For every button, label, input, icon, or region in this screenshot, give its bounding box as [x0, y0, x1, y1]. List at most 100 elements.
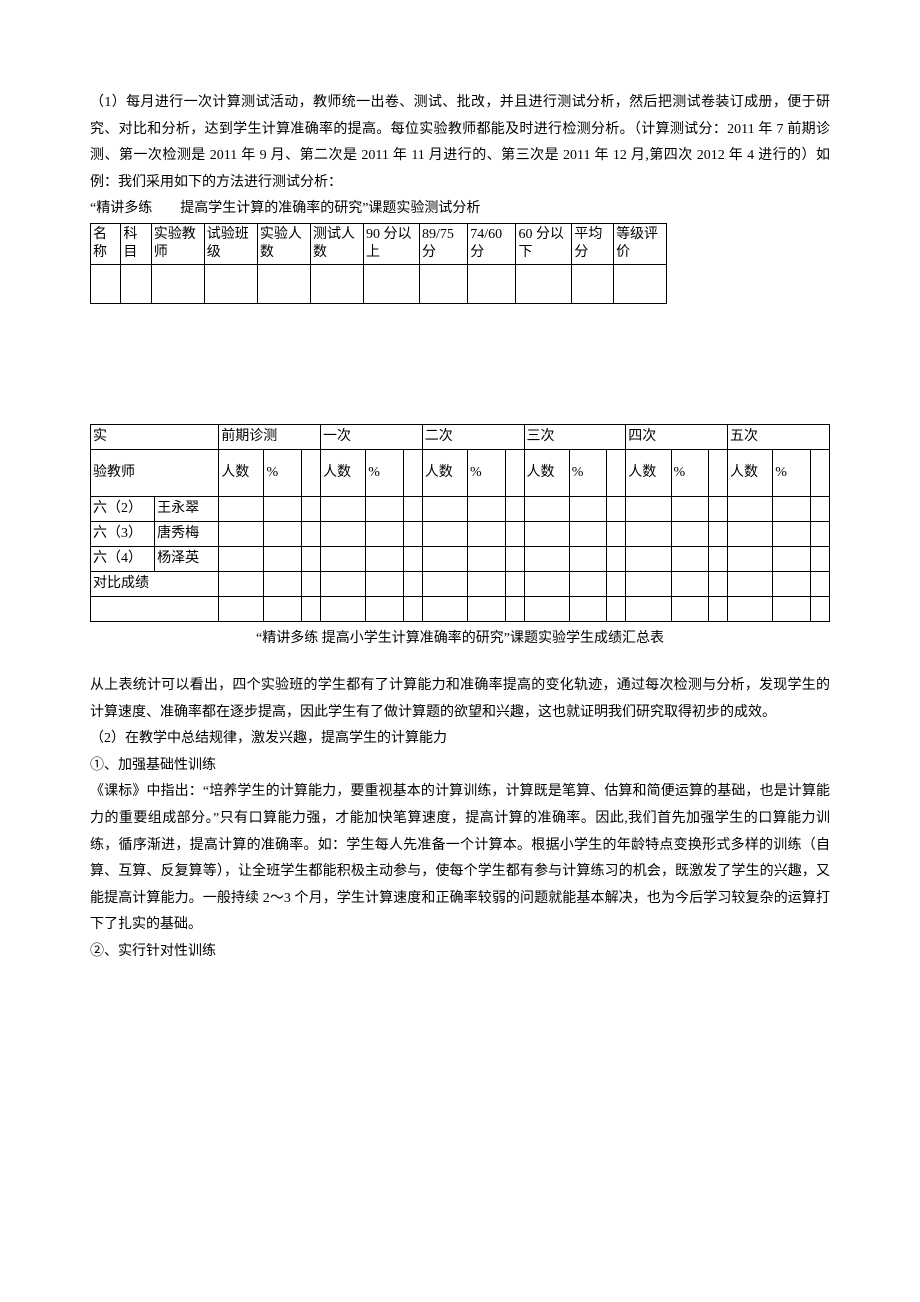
cell [810, 572, 829, 597]
cell [219, 572, 264, 597]
cell [569, 572, 607, 597]
table1-title: “精讲多练 提高学生计算的准确率的研究”课题实验测试分析 [90, 196, 830, 223]
cell [671, 597, 709, 622]
sub-blank [505, 450, 524, 497]
table-row: 六（4） 杨泽英 [91, 547, 830, 572]
sub-pct: % [264, 450, 302, 497]
hdr-pre: 前期诊测 [219, 425, 321, 450]
cell [422, 547, 467, 572]
cell [264, 572, 302, 597]
cell [219, 547, 264, 572]
hdr-5: 五次 [728, 425, 830, 450]
sub-count: 人数 [320, 450, 365, 497]
table-subheader-row: 验教师 人数% 人数% 人数% 人数% 人数% 人数% [91, 450, 830, 497]
cell [422, 572, 467, 597]
col-89-75: 89/75分 [419, 223, 467, 264]
sub-pct: % [366, 450, 404, 497]
cell [728, 572, 773, 597]
sub-blank [709, 450, 728, 497]
compare-cell: 对比成绩 [91, 572, 219, 597]
hdr-teacher: 验教师 [91, 450, 219, 497]
cell [468, 265, 516, 304]
cell [709, 597, 728, 622]
cell [467, 597, 505, 622]
cell [773, 547, 811, 572]
table-row: 六（2） 王永翠 [91, 497, 830, 522]
col-74-60: 74/60分 [468, 223, 516, 264]
cell [403, 547, 422, 572]
cell [320, 597, 365, 622]
cell [403, 522, 422, 547]
table2-caption: “精讲多练 提高小学生计算准确率的研究”课题实验学生成绩汇总表 [90, 626, 830, 653]
cell [264, 497, 302, 522]
col-grade: 等级评价 [614, 223, 667, 264]
teacher-cell: 杨泽英 [155, 547, 219, 572]
cell [569, 497, 607, 522]
hdr-exp: 实 [91, 425, 219, 450]
table-header-row: 名称 科目 实验教师 试验班级 实验人数 测试人数 90 分以上 89/75分 … [91, 223, 667, 264]
cell [524, 572, 569, 597]
hdr-3: 三次 [524, 425, 626, 450]
cell [505, 547, 524, 572]
col-class: 试验班级 [204, 223, 257, 264]
cell [151, 265, 204, 304]
cell [310, 265, 363, 304]
cell [422, 497, 467, 522]
cell [524, 547, 569, 572]
cell [524, 597, 569, 622]
analysis-paragraph: 从上表统计可以看出，四个实验班的学生都有了计算能力和准确率提高的变化轨迹，通过每… [90, 673, 830, 726]
cell [607, 572, 626, 597]
summary-table: 实 前期诊测 一次 二次 三次 四次 五次 验教师 人数% 人数% 人数% 人数… [90, 424, 830, 622]
cell [671, 572, 709, 597]
class-cell: 六（2） [91, 497, 155, 522]
hdr-1: 一次 [320, 425, 422, 450]
cell [671, 497, 709, 522]
sub-blank [403, 450, 422, 497]
cell [366, 497, 404, 522]
sub-2-heading: ②、实行针对性训练 [90, 939, 830, 966]
sub-pct: % [569, 450, 607, 497]
class-cell: 六（3） [91, 522, 155, 547]
cell [709, 522, 728, 547]
cell [626, 572, 671, 597]
cell [810, 497, 829, 522]
col-test-count: 测试人数 [310, 223, 363, 264]
sub-count: 人数 [524, 450, 569, 497]
table-row [91, 597, 830, 622]
sub-count: 人数 [219, 450, 264, 497]
cell [219, 497, 264, 522]
cell [403, 497, 422, 522]
cell [91, 265, 121, 304]
sub-count: 人数 [626, 450, 671, 497]
cell [773, 597, 811, 622]
spacer [90, 304, 830, 424]
cell [302, 497, 321, 522]
cell [264, 522, 302, 547]
cell [403, 572, 422, 597]
cell [320, 522, 365, 547]
teacher-cell: 王永翠 [155, 497, 219, 522]
cell [320, 497, 365, 522]
cell [810, 547, 829, 572]
sub-pct: % [467, 450, 505, 497]
item-2-heading: （2）在教学中总结规律，激发兴趣，提高学生的计算能力 [90, 726, 830, 753]
table-row: 六（3） 唐秀梅 [91, 522, 830, 547]
col-average: 平均分 [572, 223, 614, 264]
cell [320, 547, 365, 572]
cell [728, 522, 773, 547]
cell [773, 572, 811, 597]
cell [302, 597, 321, 622]
cell [569, 597, 607, 622]
cell [505, 522, 524, 547]
col-subject: 科目 [121, 223, 151, 264]
sub-count: 人数 [422, 450, 467, 497]
cell [467, 522, 505, 547]
cell [569, 547, 607, 572]
cell [91, 597, 219, 622]
cell [422, 597, 467, 622]
cell [572, 265, 614, 304]
cell [264, 597, 302, 622]
cell [709, 572, 728, 597]
cell [467, 547, 505, 572]
cell [419, 265, 467, 304]
